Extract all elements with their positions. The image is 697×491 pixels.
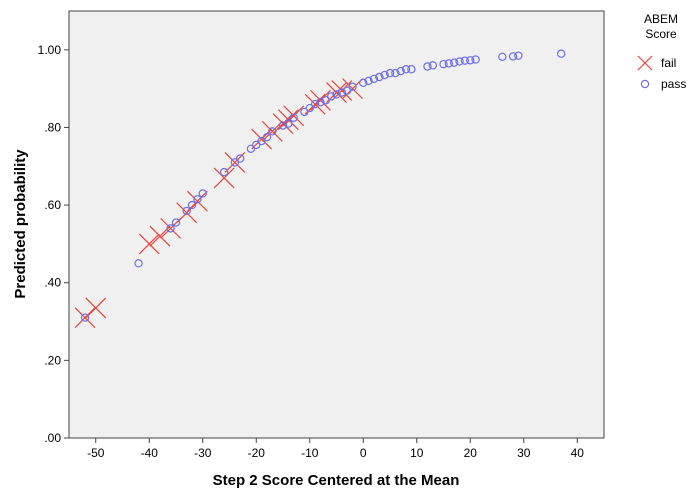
data-points [74, 49, 566, 329]
y-tick-label: .00 [44, 431, 61, 445]
pass-point [508, 52, 518, 61]
pass-point [401, 65, 411, 74]
fail-point [138, 233, 160, 255]
pass-point [230, 158, 240, 167]
pass-point [471, 55, 480, 64]
x-tick-label: 40 [571, 446, 585, 460]
pass-point [198, 189, 207, 198]
pass-point [557, 49, 566, 58]
legend-label-fail: fail [661, 56, 676, 70]
legend-title: ABEM [644, 12, 678, 26]
fail-point [85, 297, 107, 319]
pass-point [466, 56, 475, 65]
pass-point [514, 51, 523, 60]
pass-point [359, 78, 368, 88]
legend-pass-marker [640, 79, 650, 89]
pass-point [187, 200, 197, 210]
y-axis: .00 .20 .40 .60 .80 1.00 [38, 43, 69, 445]
legend-label-pass: pass [661, 77, 686, 91]
pass-point [380, 70, 389, 80]
pass-point [450, 58, 459, 67]
fail-point [213, 167, 235, 189]
pass-point [498, 52, 507, 62]
pass-point [262, 132, 272, 142]
pass-point [134, 259, 143, 268]
pass-point [305, 103, 314, 113]
fail-point [224, 151, 246, 173]
pass-point [375, 72, 384, 82]
pass-point [257, 136, 266, 146]
pass-point [364, 76, 373, 86]
pass-point [310, 99, 320, 109]
pass-point [300, 107, 309, 117]
pass-point [246, 144, 256, 154]
pass-point [444, 59, 454, 68]
x-tick-label: 30 [517, 446, 531, 460]
fail-point [176, 202, 198, 224]
pass-point [337, 88, 347, 97]
pass-point [343, 86, 352, 95]
pass-point [460, 56, 470, 65]
pass-point [166, 224, 175, 233]
plot-area [68, 10, 605, 439]
pass-point [284, 119, 293, 128]
pass-point [316, 98, 325, 107]
x-tick-label: -40 [141, 446, 159, 460]
pass-point [252, 140, 261, 150]
x-tick-label: 0 [360, 446, 367, 460]
fail-point [283, 105, 305, 127]
pass-point [455, 57, 464, 66]
x-tick-label: 10 [410, 446, 424, 460]
legend: ABEM Score fail pass [637, 12, 686, 91]
pass-point [385, 68, 395, 78]
pass-point [396, 66, 405, 76]
y-axis-title: Predicted probability [12, 149, 29, 299]
y-tick-label: .20 [44, 353, 61, 367]
pass-point [348, 82, 357, 91]
pass-point [321, 96, 330, 105]
x-tick-label: -10 [301, 446, 319, 460]
pass-point [80, 313, 90, 322]
pass-point [332, 90, 341, 99]
y-tick-label: .60 [44, 198, 61, 212]
pass-point [326, 92, 336, 101]
pass-point [407, 65, 416, 74]
legend-fail-marker [637, 55, 653, 71]
x-tick-label: -50 [87, 446, 105, 460]
pass-point [219, 167, 229, 177]
pass-point [428, 61, 437, 70]
x-tick-label: 20 [464, 446, 478, 460]
y-tick-label: 1.00 [38, 43, 62, 57]
pass-point [369, 74, 379, 84]
x-tick-label: -30 [194, 446, 212, 460]
x-axis: -50 -40 -30 -20 -10 0 10 20 30 40 [87, 438, 584, 460]
pass-point [391, 68, 400, 78]
pass-point [268, 127, 277, 136]
pass-point [182, 206, 191, 216]
y-tick-label: .40 [44, 276, 61, 290]
pass-point [193, 195, 202, 204]
fail-point [186, 190, 208, 212]
x-tick-label: -20 [248, 446, 266, 460]
fail-point [74, 307, 96, 329]
x-axis-title: Step 2 Score Centered at the Mean [213, 472, 460, 489]
pass-point [289, 113, 298, 122]
pass-point [171, 218, 181, 227]
legend-title: Score [645, 27, 677, 41]
pass-point [235, 154, 245, 163]
pass-point [439, 59, 448, 69]
pass-point [423, 62, 432, 71]
y-tick-label: .80 [44, 120, 61, 134]
pass-point [278, 121, 288, 130]
